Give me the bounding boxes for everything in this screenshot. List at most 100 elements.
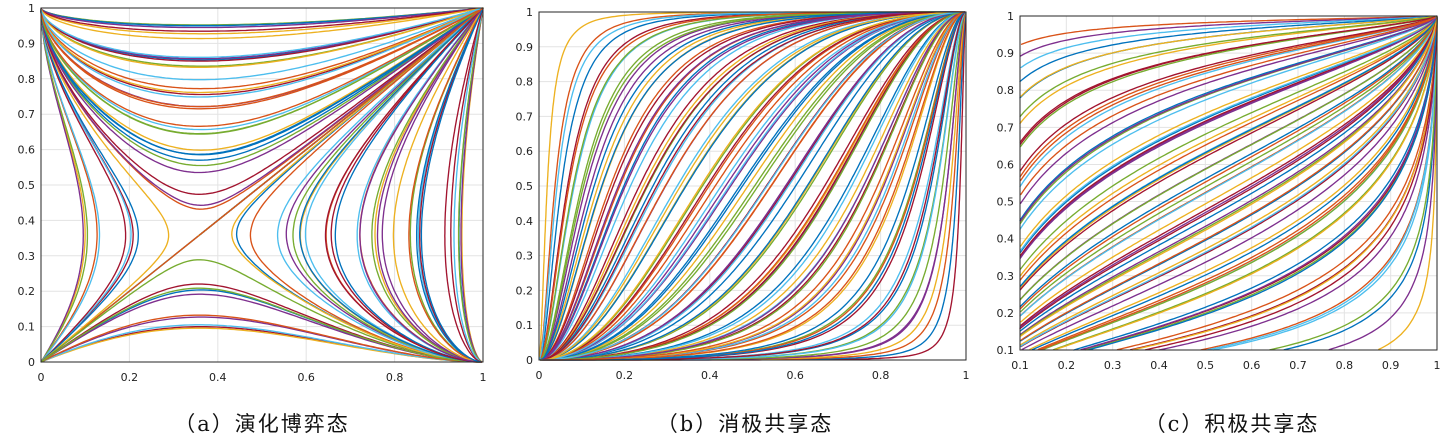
trajectory-line [1019, 17, 1438, 308]
trajectory-line [1020, 17, 1436, 182]
x-tick-label: 1 [480, 371, 487, 384]
trajectory-line [1020, 16, 1438, 323]
trajectory-line [539, 11, 965, 361]
trajectory-line [371, 9, 483, 363]
trajectory-line [1020, 17, 1438, 347]
y-tick-label: 0.1 [516, 319, 534, 332]
x-tick-label: 0.8 [386, 371, 404, 384]
y-tick-label: 0 [28, 356, 35, 369]
trajectory-line [541, 11, 965, 361]
trajectory-line [1020, 18, 1438, 348]
trajectory-line [543, 11, 964, 361]
y-tick-label: 0.6 [18, 144, 36, 157]
trajectory-line [249, 9, 482, 363]
x-tick-label: 0.8 [1336, 359, 1354, 372]
trajectory-line [1020, 15, 1435, 45]
trajectory-line [540, 11, 965, 361]
x-tick-label: 0 [38, 371, 45, 384]
trajectory-line [41, 7, 482, 32]
trajectory-line [1020, 17, 1438, 317]
trajectory-line [1020, 17, 1438, 326]
trajectory-line [1019, 17, 1437, 252]
x-tick-label: 0.6 [786, 369, 804, 382]
trajectories [40, 7, 484, 363]
trajectory-line [420, 9, 483, 363]
x-tick-label: 0.4 [209, 371, 227, 384]
trajectory-line [43, 324, 482, 363]
trajectory-line [1080, 16, 1438, 351]
trajectory-line [408, 8, 483, 363]
trajectory-line [40, 7, 483, 127]
trajectory-line [40, 7, 482, 68]
trajectory-line [1054, 17, 1438, 351]
x-tick-label: 0.6 [1243, 359, 1261, 372]
trajectory-line [540, 11, 965, 361]
trajectory-line [1019, 18, 1438, 336]
trajectory-line [285, 9, 482, 363]
trajectory-line [1021, 17, 1438, 351]
trajectory-line [542, 11, 964, 361]
trajectory-line [1019, 15, 1437, 125]
trajectory-line [1029, 18, 1438, 350]
trajectory-line [40, 7, 483, 29]
y-tick-label: 0.1 [997, 344, 1015, 357]
trajectory-line [1019, 16, 1438, 205]
trajectory-line [1020, 17, 1437, 247]
y-tick-label: 0.7 [18, 108, 36, 121]
y-tick-label: 0.4 [997, 233, 1015, 246]
trajectory-line [1020, 18, 1437, 288]
trajectory-line [1212, 17, 1438, 351]
trajectory-line [40, 8, 482, 174]
trajectory-line [359, 7, 484, 363]
panel-caption: （b）消极共享态 [657, 412, 833, 436]
trajectory-line [40, 7, 483, 40]
trajectory-line [40, 314, 482, 363]
trajectory-line [334, 8, 483, 363]
trajectory-line [542, 11, 966, 361]
trajectory-line [1019, 16, 1438, 329]
trajectory-line [1116, 18, 1438, 351]
trajectory-line [457, 8, 484, 363]
trajectory-line [540, 11, 965, 361]
y-tick-label: 0.2 [516, 284, 534, 297]
x-tick-label: 0.2 [616, 369, 634, 382]
y-tick-label: 0.8 [18, 73, 36, 86]
trajectory-line [41, 7, 481, 27]
trajectory-line [542, 11, 965, 361]
trajectory-line [40, 9, 482, 206]
trajectory-line [540, 11, 964, 361]
x-tick-label: 0.9 [1382, 359, 1400, 372]
trajectory-line [539, 11, 964, 361]
trajectory-line [40, 7, 483, 81]
y-tick-label: 0.8 [516, 76, 534, 89]
trajectory-line [40, 8, 481, 58]
trajectory-line [540, 11, 965, 361]
y-tick-label: 0.5 [18, 179, 36, 192]
trajectory-line [1019, 16, 1438, 346]
trajectory-line [541, 12, 965, 361]
y-tick-label: 0.9 [516, 41, 534, 54]
trajectory-line [416, 8, 483, 363]
trajectory-line [541, 11, 964, 361]
trajectory-line [40, 287, 482, 363]
trajectory-line [1269, 16, 1438, 351]
trajectory-line [292, 8, 483, 363]
trajectory-line [40, 7, 482, 62]
y-tick-label: 0 [526, 354, 533, 367]
trajectory-line [40, 7, 484, 108]
trajectory-line [540, 11, 965, 361]
trajectory-line [1020, 18, 1438, 341]
trajectory-line [541, 11, 964, 360]
trajectory-line [40, 9, 139, 362]
trajectory-line [540, 11, 965, 361]
trajectory-line [542, 11, 966, 361]
trajectory-line [541, 11, 965, 361]
trajectories [1019, 15, 1438, 351]
panel-evolutionary-game-state: 0 0.2 0.4 0.6 0.8 1 0 0.1 0.2 0.3 0.4 0.5 0.6 0.7 0.8 0… [18, 2, 487, 436]
trajectory-line [1158, 16, 1438, 351]
trajectory-line [1039, 17, 1438, 351]
axes-frame [40, 7, 484, 363]
trajectory-line [356, 8, 483, 363]
x-tick-label: 0.6 [297, 371, 315, 384]
